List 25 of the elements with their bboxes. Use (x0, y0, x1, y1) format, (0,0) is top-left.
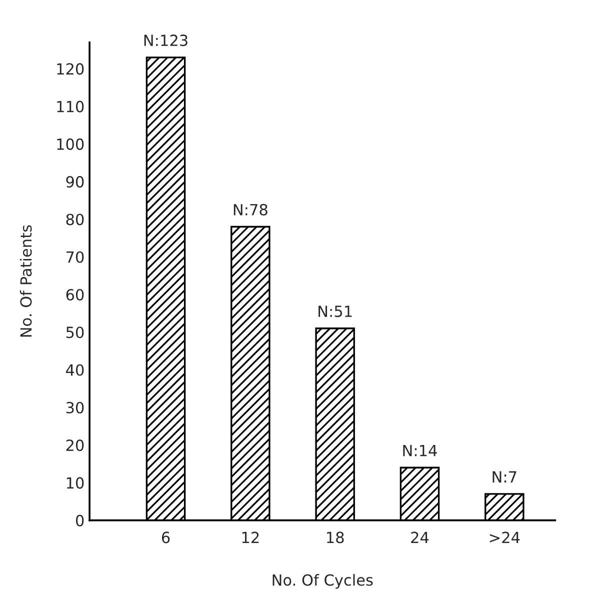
x-tick-label: 6 (162, 532, 170, 544)
y-tick-label: 0 (76, 514, 84, 526)
data-label: N:123 (144, 34, 188, 46)
y-axis-title: No. Of Patients (20, 225, 32, 337)
y-tick-label: 60 (66, 288, 84, 301)
y-tick-label: 30 (66, 402, 84, 414)
y-tick-label: 50 (66, 326, 84, 338)
y-tick-label: 110 (57, 100, 84, 112)
data-label: N:7 (492, 471, 516, 482)
x-tick-label: 12 (242, 532, 259, 544)
data-label: N:78 (234, 204, 268, 216)
x-tick-label: >24 (490, 532, 520, 544)
y-tick-label: 120 (57, 63, 84, 75)
data-label: N:14 (403, 444, 437, 456)
x-tick-label: 18 (327, 532, 344, 544)
y-tick-label: 20 (66, 440, 84, 452)
y-tick-label: 90 (66, 176, 84, 188)
y-tick-label: 10 (66, 477, 84, 489)
data-label: N:51 (318, 306, 352, 318)
x-tick-label: 24 (411, 532, 429, 544)
y-tick-label: 40 (66, 364, 84, 376)
y-tick-label: 70 (66, 251, 84, 263)
y-tick-label: 100 (57, 138, 84, 150)
x-axis-title: No. Of Cycles (272, 574, 373, 589)
y-tick-label: 80 (66, 214, 84, 226)
